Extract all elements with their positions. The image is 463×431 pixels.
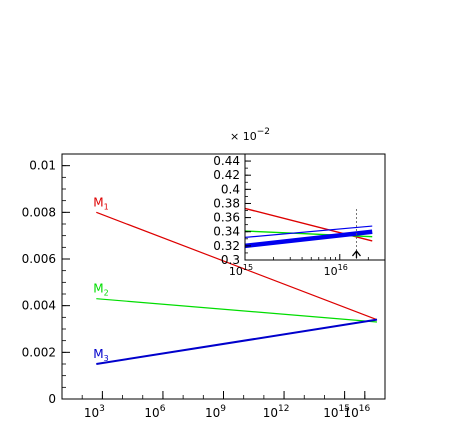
main-x-tick-label: 103 [84, 404, 105, 420]
inset-multiplier-label: × 10−2 [230, 127, 270, 143]
main-x-tick-base: 10 [263, 406, 278, 420]
main-y-tick-label: 0.006 [22, 252, 56, 266]
inset-multiplier-prefix: × 10 [230, 130, 257, 143]
main-x-tick-base: 10 [323, 406, 338, 420]
inset-x-axis: 1015 1016 [229, 254, 386, 278]
inset-y-axis: 0.30.320.340.360.380.40.420.44 [213, 153, 251, 267]
inset-plot-frame [244, 153, 386, 261]
main-x-tick-label: 106 [144, 404, 165, 420]
series-line-m3 [96, 318, 378, 365]
inset-plot: 0.30.320.340.360.380.40.420.44 1015 1016 … [213, 127, 386, 278]
main-x-tick-label: 1016 [343, 404, 370, 420]
inset-series-line [244, 229, 373, 249]
series-line-m2 [96, 298, 378, 323]
series-label-subscript: 1 [104, 202, 109, 211]
main-x-tick-label: 1012 [263, 404, 290, 420]
series-label-name: M [93, 347, 103, 361]
inset-y-tick-label: 0.3 [221, 253, 240, 267]
main-x-tick-exponent: 9 [220, 404, 226, 414]
main-x-tick-base: 10 [205, 406, 220, 420]
inset-multiplier-exponent: −2 [257, 127, 270, 137]
inset-x-tick-exponent: 15 [243, 263, 253, 272]
series-line-m1 [96, 211, 378, 321]
inset-series-group [244, 207, 373, 249]
main-x-tick-exponent: 16 [359, 404, 371, 414]
inset-series-line [244, 225, 373, 238]
main-y-tick-label: 0.01 [29, 159, 56, 173]
inset-y-tick-label: 0.36 [213, 211, 240, 225]
inset-y-tick-label: 0.44 [213, 154, 240, 168]
main-series-group [96, 211, 378, 365]
inset-marker [351, 209, 361, 260]
series-label-subscript: 2 [104, 289, 109, 298]
series-label-m1: M1 [93, 195, 108, 211]
inset-x-tick-exponent: 16 [338, 263, 348, 272]
main-y-tick-label: 0 [48, 392, 56, 406]
inset-x-tick-label: 1016 [324, 263, 348, 278]
series-label-name: M [93, 282, 103, 296]
inset-y-tick-label: 0.4 [221, 182, 240, 196]
main-x-tick-base: 10 [343, 406, 358, 420]
series-label-subscript: 3 [104, 354, 109, 363]
main-x-tick-label: 109 [205, 404, 226, 420]
main-x-tick-base: 10 [84, 406, 99, 420]
inset-x-tick-base: 10 [229, 265, 243, 278]
main-x-tick-base: 10 [144, 406, 159, 420]
main-x-tick-exponent: 3 [99, 404, 105, 414]
main-y-axis: 0 0.002 0.004 0.006 0.008 0.01 [22, 153, 70, 406]
main-y-tick-label: 0.008 [22, 205, 56, 219]
inset-y-tick-label: 0.38 [213, 196, 240, 210]
main-x-tick-exponent: 15 [339, 404, 350, 414]
inset-x-tick-base: 10 [324, 265, 338, 278]
main-x-tick-exponent: 6 [160, 404, 166, 414]
inset-y-tick-label: 0.42 [213, 168, 240, 182]
series-label-m3: M3 [93, 347, 108, 363]
main-y-tick-label: 0.004 [22, 299, 56, 313]
series-label-m2: M2 [93, 282, 108, 298]
main-y-tick-label: 0.002 [22, 345, 56, 359]
main-x-tick-label: 1015 [323, 404, 350, 420]
main-x-tick-exponent: 12 [278, 404, 289, 414]
series-label-name: M [93, 195, 103, 209]
inset-x-tick-label: 1015 [229, 263, 253, 278]
inset-y-tick-label: 0.32 [213, 239, 240, 253]
arrow-up-icon [351, 249, 361, 258]
inset-y-tick-label: 0.34 [213, 225, 240, 239]
